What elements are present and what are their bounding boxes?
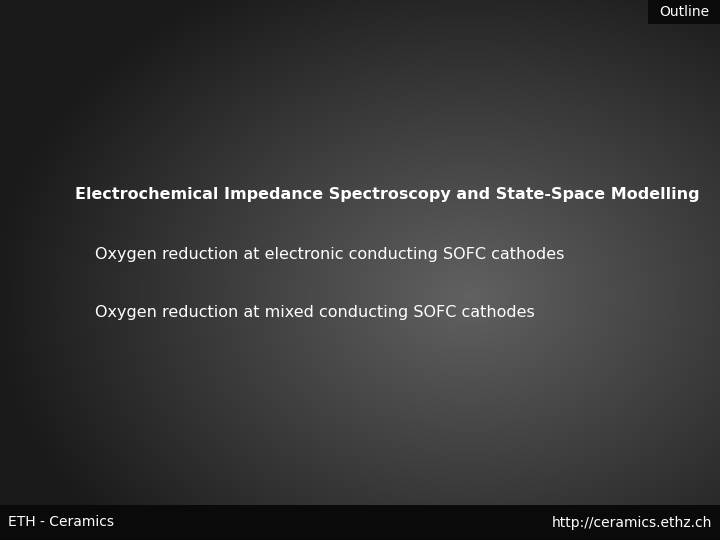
- Bar: [648, 0, 720, 24]
- Text: Oxygen reduction at electronic conducting SOFC cathodes: Oxygen reduction at electronic conductin…: [95, 247, 564, 262]
- Text: ETH - Ceramics: ETH - Ceramics: [8, 516, 114, 530]
- Text: Oxygen reduction at mixed conducting SOFC cathodes: Oxygen reduction at mixed conducting SOF…: [95, 306, 535, 321]
- Text: http://ceramics.ethz.ch: http://ceramics.ethz.ch: [552, 516, 712, 530]
- Text: Electrochemical Impedance Spectroscopy and State-Space Modelling: Electrochemical Impedance Spectroscopy a…: [75, 187, 700, 202]
- Bar: [0, 505, 720, 540]
- Text: Outline: Outline: [659, 5, 709, 19]
